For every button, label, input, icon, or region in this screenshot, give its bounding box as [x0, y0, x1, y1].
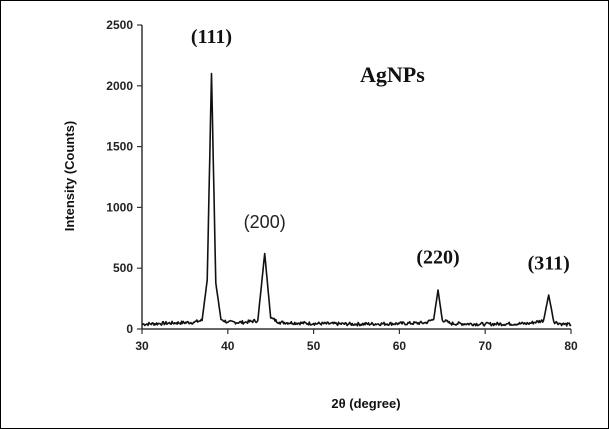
annotations: (111) (200) (220) (311) [191, 26, 570, 274]
y-tick-label: 0 [126, 322, 133, 336]
x-tick-label: 40 [221, 339, 235, 353]
y-tick-label: 500 [113, 261, 133, 275]
peak-label: (311) [528, 252, 570, 274]
x-axis-title: 2θ (degree) [331, 396, 400, 411]
x-tick-label: 60 [393, 339, 407, 353]
y-tick-label: 1000 [106, 200, 133, 214]
x-tick-label: 70 [479, 339, 493, 353]
ticks: 30 40 50 60 70 80 0 500 1000 1500 2000 2500 [106, 18, 578, 353]
series [142, 72, 572, 327]
axes [141, 25, 571, 330]
y-tick-label: 2500 [106, 18, 133, 32]
series-line-0 [142, 72, 572, 327]
x-tick-label: 80 [564, 339, 578, 353]
x-tick-label: 30 [135, 339, 149, 353]
y-tick-label: 2000 [106, 79, 133, 93]
peak-label: (200) [244, 212, 286, 232]
x-tick-label: 50 [307, 339, 321, 353]
y-axis-title: Intensity (Counts) [62, 121, 77, 232]
sample-label: AgNPs [360, 62, 425, 87]
peak-label: (220) [416, 246, 459, 268]
peak-label: (111) [191, 26, 232, 48]
y-tick-label: 1500 [106, 140, 133, 154]
